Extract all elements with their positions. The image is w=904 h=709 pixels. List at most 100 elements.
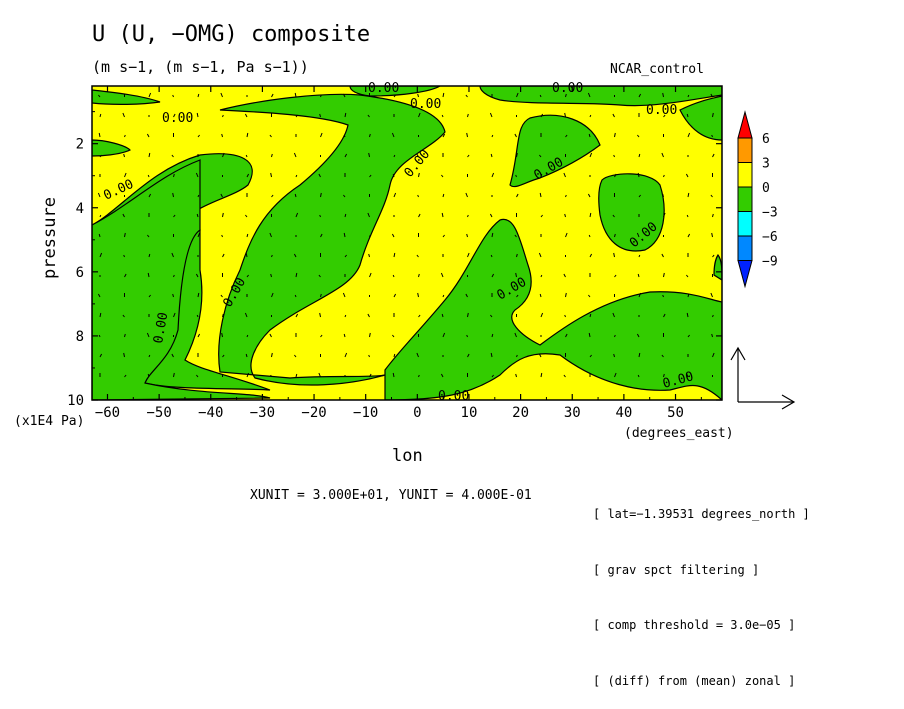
colorbar-label: 6 — [762, 132, 770, 147]
vector-arrow — [614, 132, 616, 138]
vector-arrow — [320, 293, 322, 298]
vector-arrow — [343, 333, 346, 338]
y-axis-unit: (x1E4 Pa) — [14, 414, 85, 429]
vector-arrow — [466, 132, 468, 138]
vector-arrow — [685, 372, 689, 378]
vector-arrow — [148, 92, 152, 98]
vector-arrow — [565, 134, 568, 138]
vector-arrow — [636, 333, 640, 338]
vector-arrow — [146, 332, 150, 338]
vector-arrow — [196, 213, 199, 218]
vector-arrow — [588, 332, 591, 338]
vector-arrow — [122, 213, 125, 218]
vector-arrow — [123, 153, 125, 158]
vector-arrow — [369, 174, 372, 178]
vector-arrow — [171, 353, 174, 358]
vector-arrow — [98, 94, 101, 98]
negative-region-small-left — [92, 139, 132, 157]
vector-arrow — [393, 94, 396, 98]
vector-arrow — [122, 314, 125, 318]
vector-arrow — [320, 94, 322, 98]
vector-arrow — [147, 373, 150, 378]
note-threshold: [ comp threshold = 3.0e−05 ] — [593, 618, 796, 632]
vector-arrow — [148, 294, 151, 298]
vector-arrow — [442, 234, 445, 238]
vector-arrow — [663, 114, 666, 118]
vector-arrow — [661, 354, 664, 358]
colorbar-label: −3 — [762, 206, 778, 221]
vector-arrow — [246, 372, 250, 378]
vector-arrow — [124, 273, 127, 278]
vector-arrow — [663, 313, 666, 318]
vector-arrow — [271, 194, 274, 198]
vector-arrow — [124, 232, 126, 238]
vector-arrow — [416, 153, 419, 158]
vector-arrow — [440, 272, 444, 278]
vector-arrow — [344, 153, 348, 158]
vector-arrow — [418, 172, 420, 178]
vector-arrow — [245, 214, 248, 218]
vector-arrow — [195, 273, 199, 278]
vector-arrow — [465, 94, 468, 98]
vector-arrow — [196, 374, 199, 378]
colorbar-label: −6 — [762, 230, 778, 245]
vector-arrow — [269, 333, 272, 338]
vector-arrow — [124, 374, 127, 378]
vector-arrow — [416, 254, 419, 258]
colorbar-segment — [737, 235, 753, 261]
vector-arrow — [197, 292, 200, 298]
vector-arrow — [197, 232, 201, 238]
vector-arrow — [271, 254, 273, 258]
vector-arrow — [99, 312, 102, 318]
x-tick-label: 20 — [512, 405, 529, 421]
vector-arrow — [369, 133, 371, 138]
vector-arrow — [589, 253, 593, 258]
vector-arrow — [122, 112, 125, 118]
contour-label: 0.00 — [410, 97, 441, 112]
colorbar-label: −9 — [762, 255, 778, 270]
vector-arrow — [490, 254, 493, 258]
vector-arrow — [710, 194, 713, 198]
vector-arrow — [99, 252, 103, 258]
vector-arrow — [637, 172, 640, 178]
vector-arrow — [197, 194, 200, 198]
vector-arrow — [173, 274, 175, 278]
vector-arrow — [367, 313, 370, 318]
vector-arrow — [687, 334, 690, 338]
vector-arrow — [539, 192, 542, 198]
vector-arrow — [442, 294, 445, 298]
vector-arrow — [418, 112, 421, 118]
vector-arrow — [515, 373, 517, 378]
vector-arrow — [661, 152, 664, 158]
vector-arrow — [368, 253, 370, 258]
vector-arrow — [343, 232, 346, 238]
vector-arrow — [540, 113, 544, 118]
vector-arrow — [491, 172, 495, 178]
vector-arrow — [342, 93, 346, 98]
vector-arrow — [712, 352, 715, 358]
vector-arrow — [516, 152, 518, 158]
vector-arrow — [245, 154, 248, 158]
vector-arrow — [712, 112, 714, 118]
vector-arrow — [245, 353, 248, 358]
vector-arrow — [467, 312, 469, 318]
vector-arrow — [516, 92, 519, 98]
vector-arrow — [637, 374, 640, 378]
x-tick-label: 40 — [615, 405, 632, 421]
vector-arrow — [271, 292, 274, 298]
vector-arrow — [711, 134, 713, 138]
negative-region-top — [479, 86, 722, 107]
vector-arrow — [418, 273, 420, 278]
x-tick-label: 30 — [564, 405, 581, 421]
vector-arrow — [173, 113, 176, 118]
vector-arrow — [417, 194, 419, 198]
vector-arrow — [99, 353, 103, 358]
vector-arrow — [588, 133, 591, 138]
vector-arrow — [614, 233, 616, 238]
vector-arrow — [467, 252, 470, 258]
run-label: NCAR_control — [610, 62, 704, 77]
vector-arrow — [589, 152, 593, 158]
y-axis: 2 4 6 8 10 — [67, 111, 722, 409]
vector-arrow — [222, 114, 224, 118]
vector-arrow — [392, 334, 395, 338]
